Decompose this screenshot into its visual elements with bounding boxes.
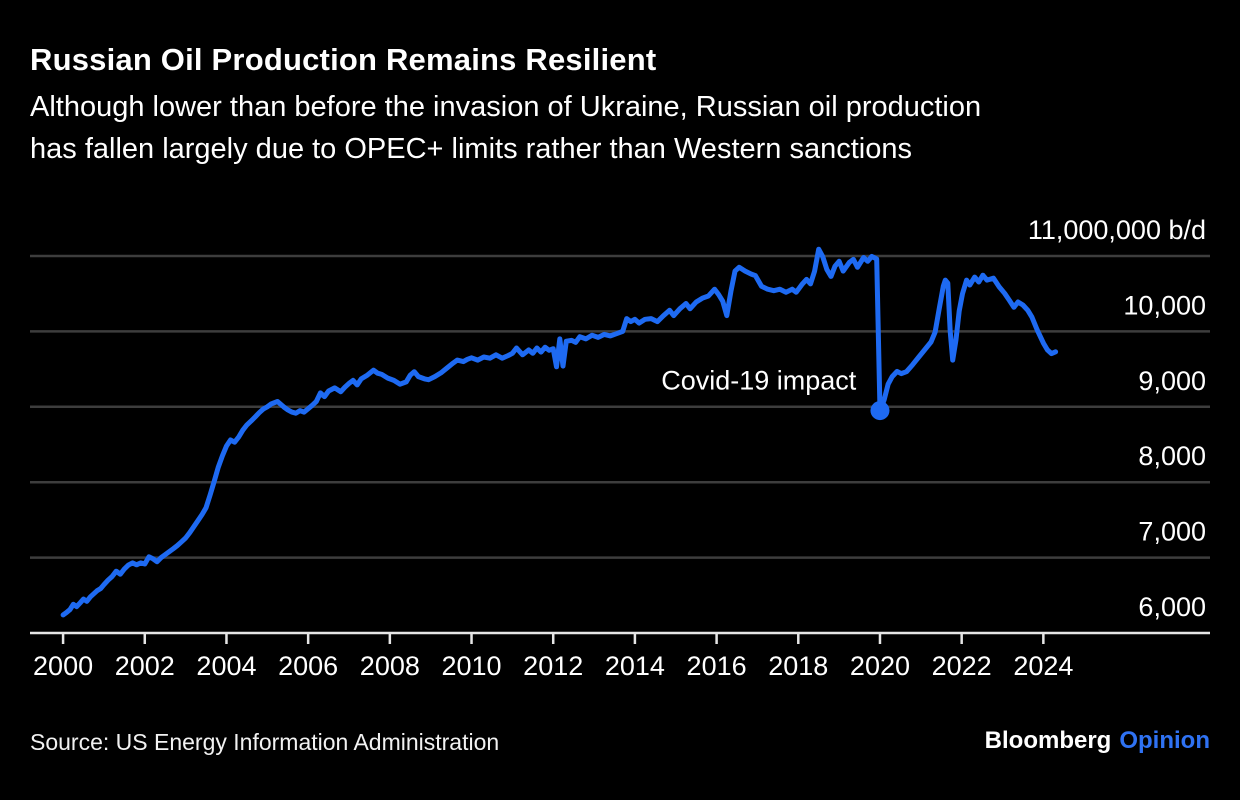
x-tick-label: 2018: [768, 651, 828, 681]
x-tick-label: 2022: [932, 651, 992, 681]
x-tick-label: 2012: [523, 651, 583, 681]
x-tick-label: 2014: [605, 651, 665, 681]
production-line: [60, 246, 1059, 618]
x-tick-label: 2010: [441, 651, 501, 681]
y-tick-label: 7,000: [1138, 517, 1206, 547]
opinion-wordmark: Opinion: [1119, 727, 1210, 754]
chart-subtitle-line-2: has fallen largely due to OPEC+ limits r…: [30, 133, 912, 165]
covid-annotation-label: Covid-19 impact: [661, 365, 857, 395]
y-tick-label: 10,000: [1123, 290, 1206, 320]
bloomberg-opinion-logo: Bloomberg Opinion: [985, 727, 1210, 755]
x-tick-label: 2006: [278, 651, 338, 681]
chart-subtitle-line-1: Although lower than before the invasion …: [30, 91, 982, 123]
y-tick-label: 8,000: [1138, 441, 1206, 471]
covid-marker-dot: [870, 401, 890, 421]
x-tick-label: 2004: [196, 651, 256, 681]
chart-title: Russian Oil Production Remains Resilient: [30, 42, 657, 77]
x-tick-label: 2024: [1013, 651, 1073, 681]
y-tick-label: 9,000: [1138, 366, 1206, 396]
y-tick-label: 11,000,000 b/d: [1028, 215, 1206, 245]
x-tick-label: 2020: [850, 651, 910, 681]
x-tick-label: 2000: [33, 651, 93, 681]
x-tick-label: 2002: [115, 651, 175, 681]
x-tick-label: 2008: [360, 651, 420, 681]
x-tick-label: 2016: [687, 651, 747, 681]
source-note: Source: US Energy Information Administra…: [30, 729, 500, 755]
chart-subtitle: Although lower than before the invasion …: [30, 86, 981, 170]
y-tick-label: 6,000: [1138, 592, 1206, 622]
bloomberg-wordmark: Bloomberg: [984, 727, 1112, 754]
